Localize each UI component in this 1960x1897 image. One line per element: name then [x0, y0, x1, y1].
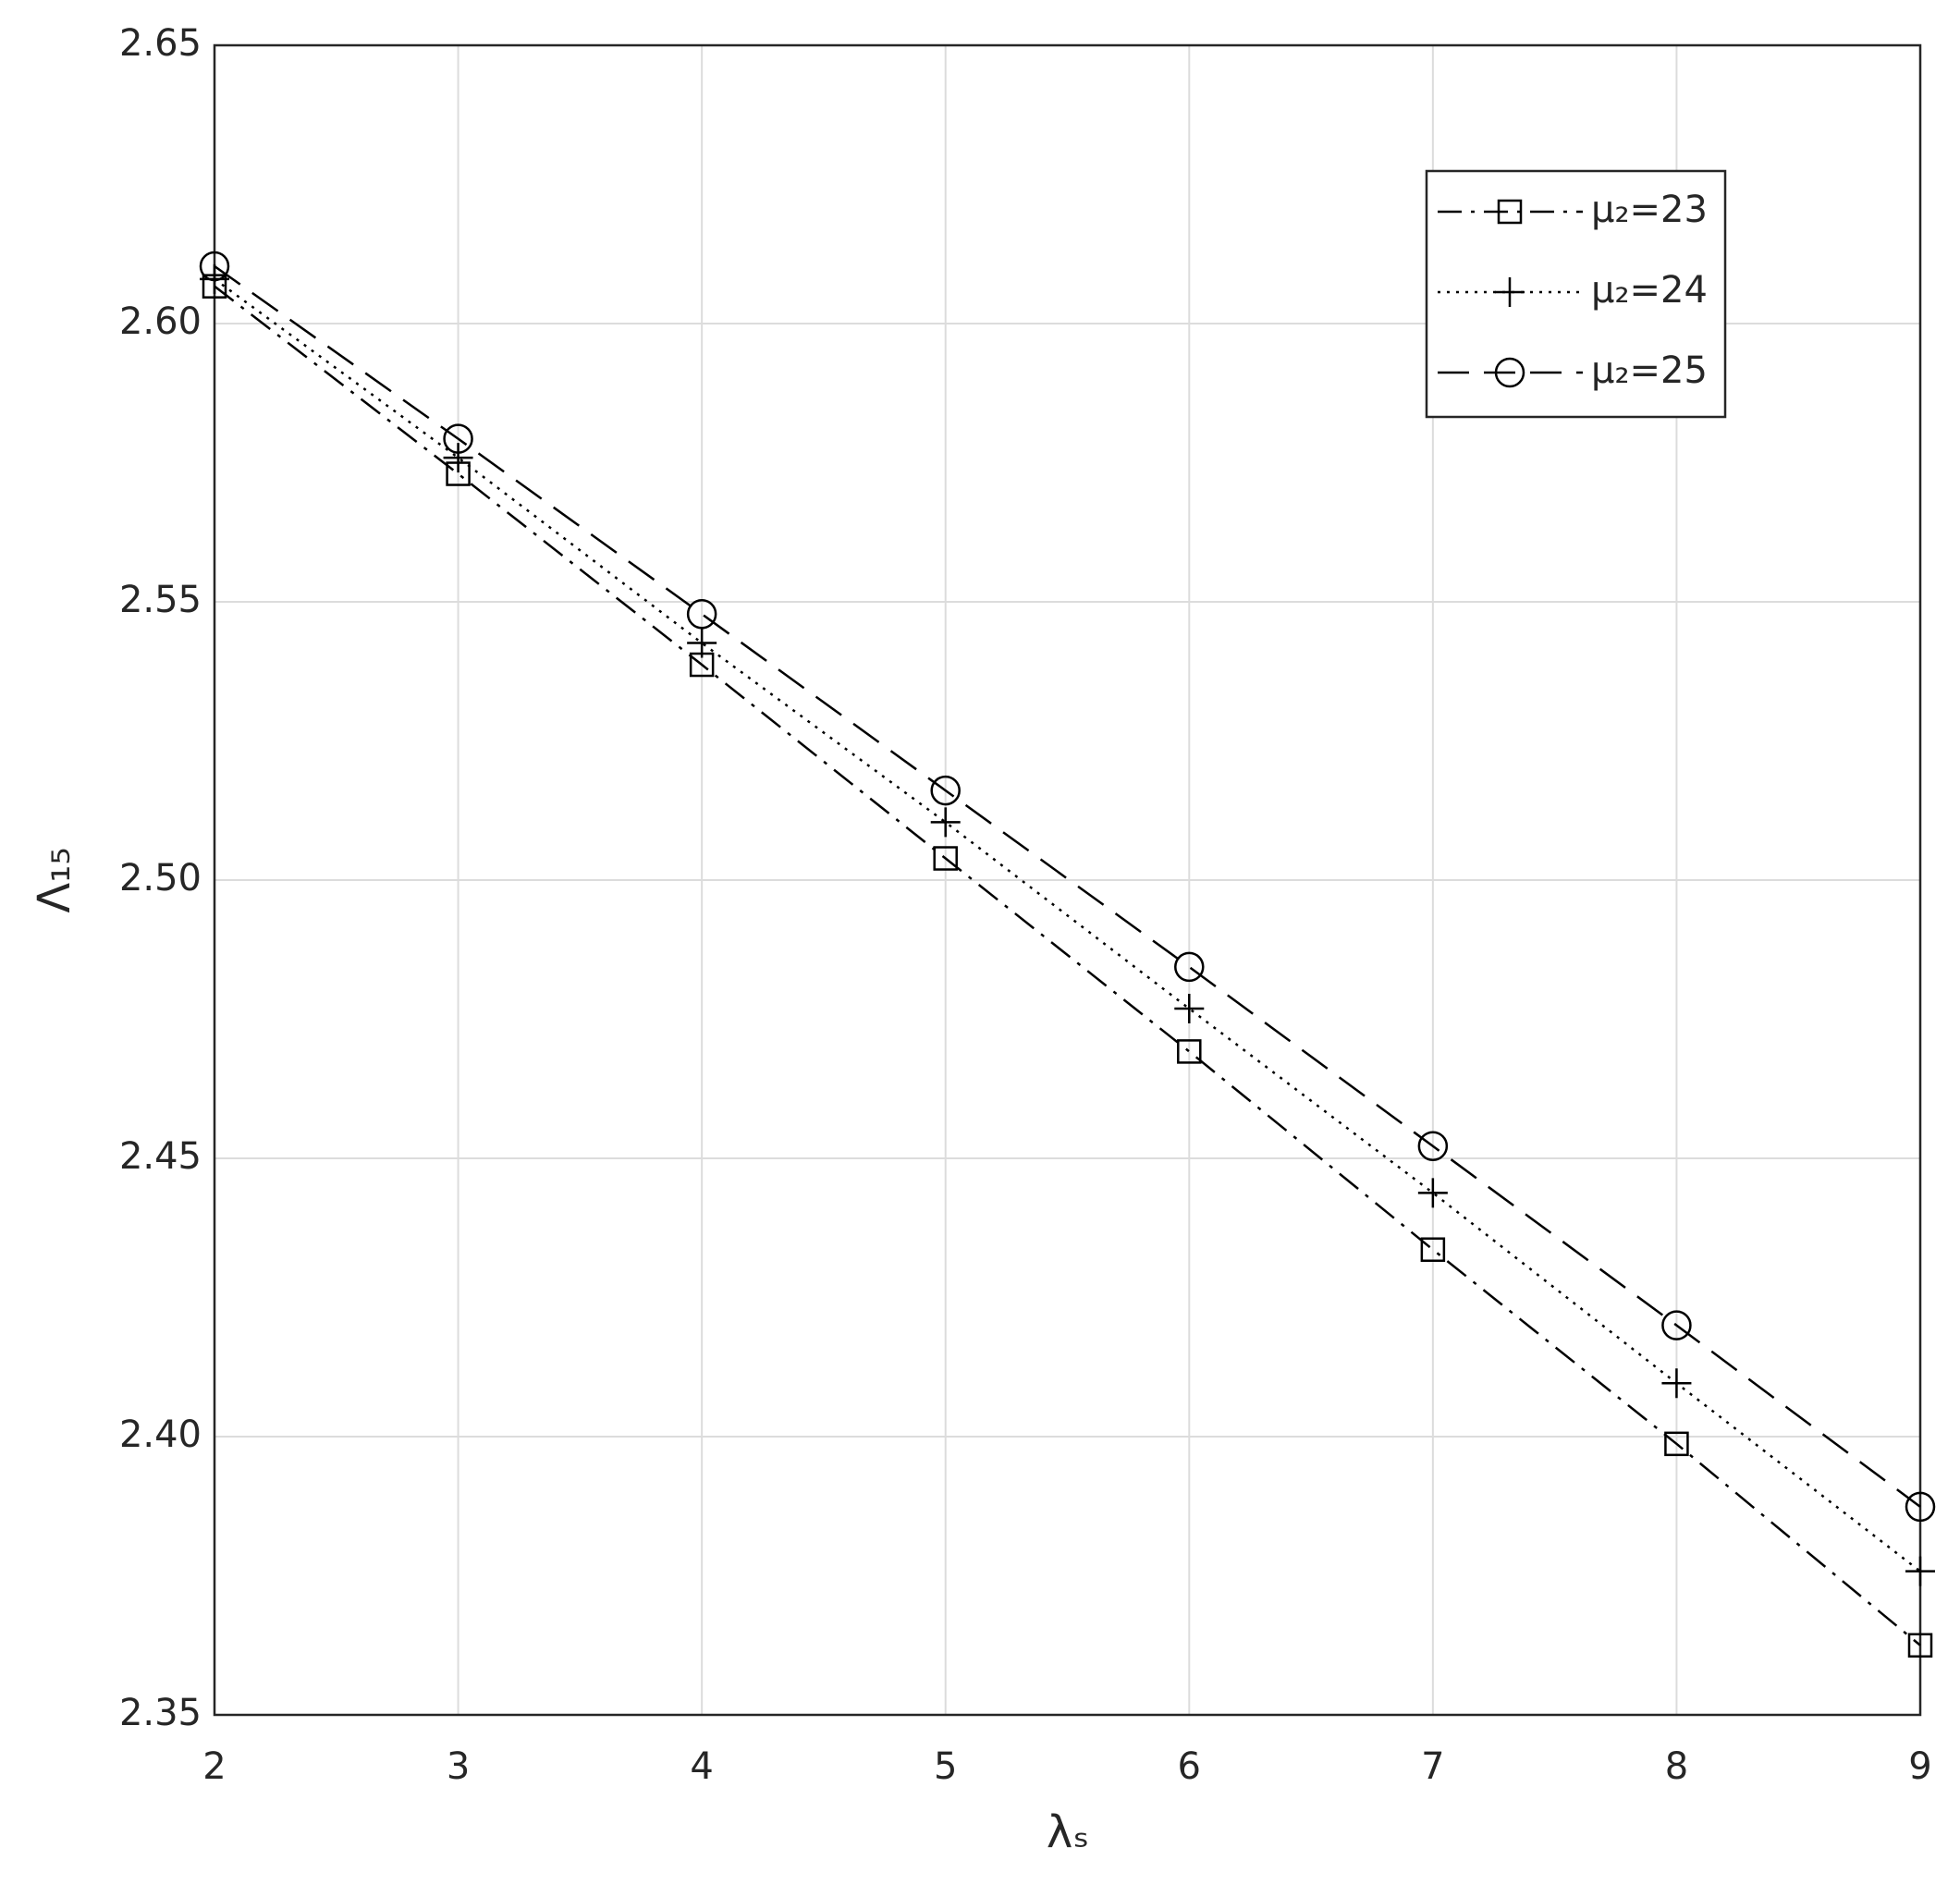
- x-tick-label: 3: [447, 1745, 470, 1788]
- marker: [1417, 1178, 1448, 1208]
- legend-label: μ₂=24: [1591, 269, 1708, 312]
- marker: [1907, 1633, 1933, 1658]
- marker: [1417, 1131, 1449, 1162]
- x-tick-label: 4: [690, 1745, 713, 1788]
- series-line: [214, 264, 1921, 1508]
- y-tick-label: 2.45: [119, 1135, 202, 1178]
- legend-label: μ₂=23: [1591, 189, 1708, 231]
- marker: [1905, 1491, 1936, 1523]
- marker: [443, 423, 473, 454]
- x-tick-label: 2: [202, 1745, 226, 1788]
- y-axis-label: Λ₁₅: [29, 847, 80, 912]
- y-tick-label: 2.40: [119, 1414, 202, 1456]
- x-tick-label: 9: [1908, 1745, 1931, 1788]
- x-tick-label: 5: [934, 1745, 957, 1788]
- x-axis-label: λₛ: [1047, 1806, 1089, 1858]
- series-line: [214, 277, 1921, 1573]
- y-tick-label: 2.50: [119, 857, 202, 900]
- marker: [1905, 1556, 1935, 1586]
- marker: [443, 443, 473, 473]
- plot-frame: [213, 43, 1922, 1717]
- marker: [1661, 1310, 1692, 1340]
- y-tick-label: 2.65: [119, 22, 202, 65]
- legend-box: [1425, 169, 1727, 419]
- marker: [1174, 994, 1205, 1024]
- marker: [930, 775, 961, 806]
- series-line: [214, 285, 1921, 1646]
- legend-marker: [1495, 277, 1525, 307]
- x-tick-label: 7: [1421, 1745, 1444, 1788]
- legend-label: μ₂=25: [1591, 349, 1708, 392]
- legend-marker: [1494, 357, 1525, 388]
- x-tick-label: 8: [1665, 1745, 1688, 1788]
- y-tick-label: 2.60: [119, 300, 202, 343]
- legend-marker: [1497, 199, 1523, 225]
- marker: [933, 846, 958, 871]
- marker: [1177, 1039, 1202, 1064]
- y-tick-label: 2.35: [119, 1692, 202, 1734]
- marker: [930, 807, 961, 838]
- marker: [199, 251, 230, 282]
- marker: [687, 628, 717, 658]
- marker: [1420, 1237, 1446, 1262]
- marker: [1174, 951, 1205, 983]
- marker: [1664, 1431, 1689, 1457]
- marker: [1661, 1368, 1692, 1399]
- y-tick-label: 2.55: [119, 579, 202, 621]
- marker: [686, 598, 717, 630]
- x-tick-label: 6: [1178, 1745, 1201, 1788]
